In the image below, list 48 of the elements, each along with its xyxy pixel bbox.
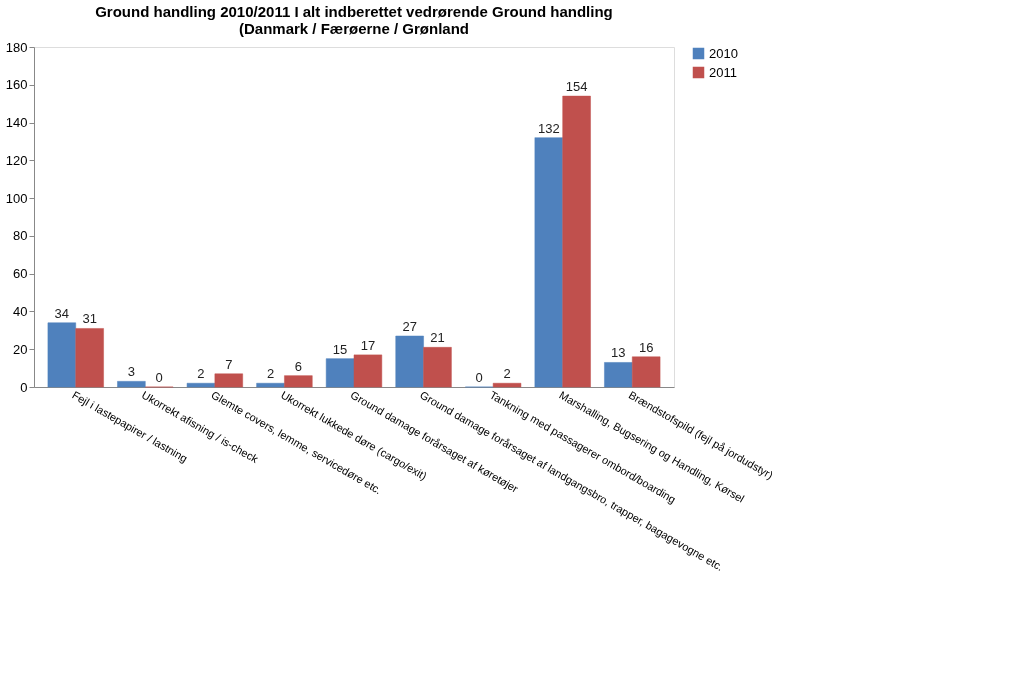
data-label: 27 xyxy=(402,319,417,334)
data-label: 0 xyxy=(475,370,483,385)
legend-label: 2011 xyxy=(709,64,737,80)
legend-label: 2010 xyxy=(709,45,738,61)
y-tick-label: 180 xyxy=(5,39,28,55)
y-tick-label: 120 xyxy=(5,152,28,168)
data-label: 3 xyxy=(127,364,136,380)
bar xyxy=(492,382,522,388)
bar xyxy=(562,95,591,388)
y-tick-label: 140 xyxy=(5,115,28,131)
data-label: 17 xyxy=(360,337,376,353)
y-tick-label: 100 xyxy=(5,190,28,206)
bar xyxy=(395,335,424,388)
y-tick-label: 20 xyxy=(13,341,28,357)
data-label: 154 xyxy=(565,79,588,95)
bar xyxy=(632,356,661,388)
y-tick-label: 160 xyxy=(5,77,28,93)
bar xyxy=(186,382,216,388)
bar xyxy=(117,381,146,388)
data-label: 13 xyxy=(611,345,626,361)
bar xyxy=(423,347,452,388)
data-label: 16 xyxy=(638,339,654,355)
data-label: 21 xyxy=(430,330,445,346)
data-label: 2 xyxy=(266,366,275,382)
bar xyxy=(75,328,104,388)
y-tick-label: 0 xyxy=(20,379,28,395)
text: Ground handling 2010/2011 I alt indberettet vedrørende Ground handling xyxy=(95,3,613,20)
bar xyxy=(534,137,563,388)
data-label: 31 xyxy=(82,311,97,327)
y-tick-label: 60 xyxy=(13,266,28,282)
bar xyxy=(604,362,633,388)
data-label: 34 xyxy=(54,305,70,321)
data-label: 2 xyxy=(197,366,205,382)
text: (Danmark / Færøerne / Grønland xyxy=(238,20,470,37)
bar xyxy=(256,382,285,388)
bar xyxy=(214,373,243,388)
y-tick-label: 40 xyxy=(13,303,28,319)
data-label: 0 xyxy=(155,370,163,385)
data-label: 6 xyxy=(294,358,302,374)
bar xyxy=(47,322,76,388)
data-label: 15 xyxy=(332,341,348,357)
bar xyxy=(284,375,313,388)
data-label: 7 xyxy=(225,356,233,372)
bar xyxy=(325,358,355,388)
data-label: 2 xyxy=(503,366,511,382)
bar xyxy=(353,354,383,388)
y-tick-label: 80 xyxy=(13,228,28,244)
data-label: 132 xyxy=(537,120,560,136)
